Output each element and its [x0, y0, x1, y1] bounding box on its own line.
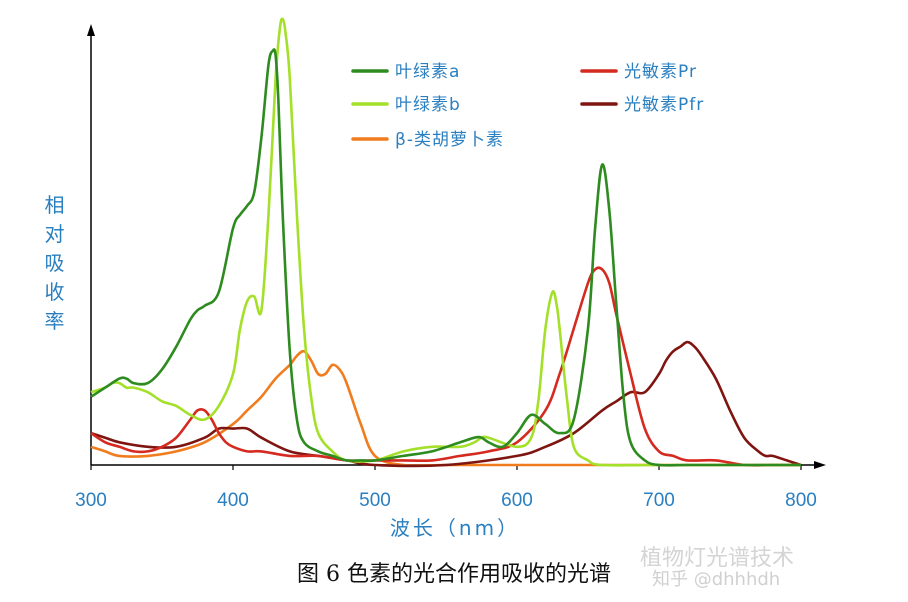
legend: 叶绿素a 叶绿素b β-类胡萝卜素 光敏素Pr 光敏素Pfr [351, 62, 704, 150]
y-axis-title-char: 率 [45, 309, 68, 333]
legend-label-3: 光敏素Pr [624, 62, 697, 82]
watermark-sub-text: 知乎 @dhhhdh [652, 569, 781, 590]
x-tick-labels: 300 400 500 600 700 800 [75, 490, 817, 511]
y-axis-title-char: 收 [45, 280, 68, 304]
x-tick-label-600: 600 [501, 490, 533, 511]
x-tick-label-400: 400 [217, 490, 249, 511]
series-line-0 [90, 48, 801, 467]
series-line-1 [90, 17, 801, 467]
x-tick-label-800: 800 [785, 490, 817, 511]
legend-label-0: 叶绿素a [395, 62, 460, 82]
legend-label-2: β-类胡萝卜素 [395, 130, 504, 150]
series-lines [90, 17, 802, 468]
legend-label-1: 叶绿素b [395, 95, 461, 115]
y-axis-arrow [87, 24, 95, 36]
x-axis-arrow [814, 461, 826, 469]
series-line-2 [90, 349, 801, 467]
y-axis-title-char: 相 [45, 193, 68, 217]
x-tick-label-700: 700 [643, 490, 675, 511]
figure-caption: 图 6 色素的光合作用吸收的光谱 [297, 562, 611, 587]
legend-label-4: 光敏素Pfr [624, 95, 704, 115]
x-axis-title: 波长（nm） [390, 516, 520, 540]
chart-axes [87, 24, 826, 469]
y-axis-title-char: 对 [45, 222, 68, 246]
y-axis-title-char: 吸 [45, 251, 68, 275]
watermark-text: 植物灯光谱技术 [640, 546, 795, 571]
series-line-4 [90, 340, 802, 468]
x-tick-label-300: 300 [75, 490, 107, 511]
x-tick-label-500: 500 [359, 490, 391, 511]
series-line-3 [90, 266, 801, 467]
